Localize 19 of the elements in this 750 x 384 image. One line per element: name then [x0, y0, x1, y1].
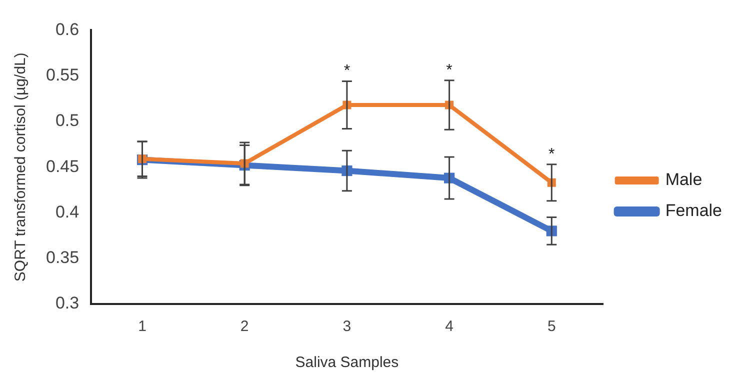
x-tick-label: 1 [138, 318, 146, 336]
y-tick-label: 0.3 [55, 294, 80, 313]
annotation: * [446, 62, 452, 79]
x-tick-label: 2 [240, 318, 249, 336]
legend-label: Male [665, 170, 702, 190]
y-axis-title: SQRT transformed cortisol (µg/dL) [12, 52, 30, 282]
y-tick-label: 0.5 [55, 111, 80, 130]
x-tick-label: 3 [342, 318, 352, 336]
y-tick-label: 0.35 [46, 248, 80, 268]
x-axis-title: Saliva Samples [295, 354, 399, 372]
y-tick-label: 0.45 [46, 156, 80, 176]
y-tick-label: 0.55 [46, 66, 80, 85]
legend-label: Female [665, 201, 722, 220]
x-tick-label: 4 [445, 318, 454, 336]
x-tick-label: 5 [547, 318, 556, 336]
y-tick-label: 0.6 [55, 20, 80, 39]
annotation: * [548, 146, 555, 163]
y-tick-label: 0.4 [55, 202, 80, 222]
annotation: * [344, 62, 350, 80]
